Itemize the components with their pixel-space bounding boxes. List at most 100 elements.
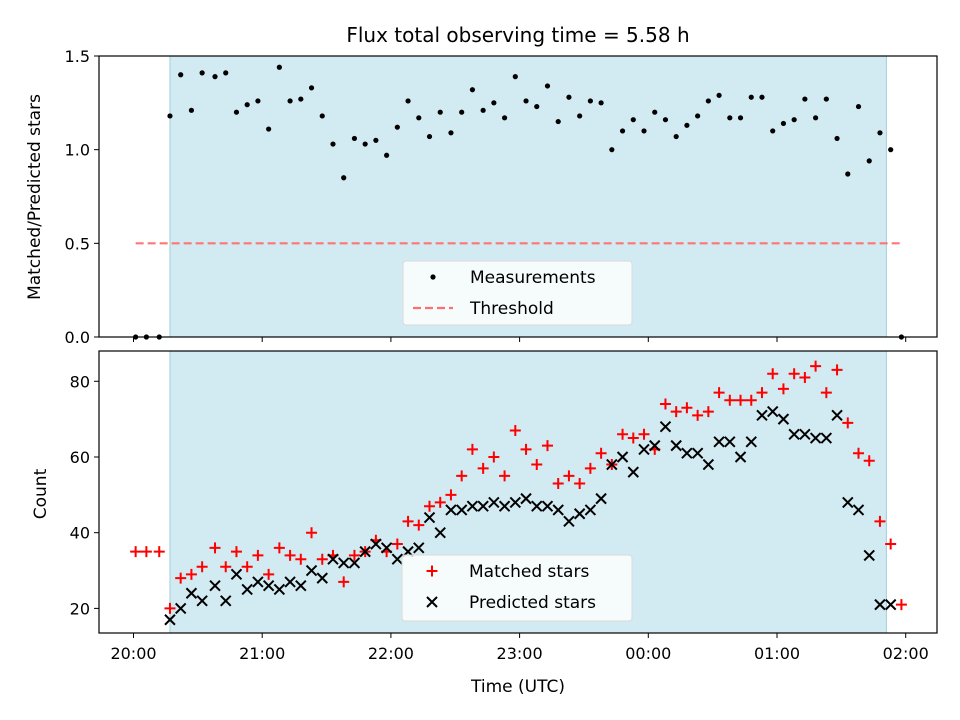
predicted-star-point — [638, 443, 650, 456]
measurement-point — [319, 113, 325, 119]
predicted-star-point — [252, 576, 264, 588]
predicted-star-point — [702, 458, 715, 471]
matched-star-point — [466, 443, 478, 455]
predicted-star-point — [863, 549, 875, 562]
x-tick-label: 22:00 — [368, 644, 414, 663]
predicted-star-point — [681, 447, 693, 459]
y-tick-label: 1.0 — [65, 141, 90, 160]
predicted-star-point — [520, 492, 532, 505]
measurement-point — [544, 83, 551, 89]
measurement-point — [437, 109, 443, 115]
matched-star-point — [735, 394, 747, 406]
predicted-star-point — [273, 583, 286, 596]
predicted-star-point — [220, 595, 232, 607]
matched-star-point — [295, 553, 307, 565]
matched-star-point — [196, 561, 208, 573]
matched-star-point — [584, 462, 596, 474]
matched-star-point — [130, 546, 142, 558]
measurement-point — [834, 135, 840, 142]
measurement-point — [199, 70, 205, 76]
predicted-star-point — [348, 557, 361, 569]
measurement-point — [426, 133, 433, 140]
measurement-point — [716, 92, 722, 98]
matched-star-point — [885, 538, 897, 550]
predicted-star-point — [616, 451, 629, 463]
measurement-point — [845, 171, 851, 177]
matched-star-point — [499, 470, 511, 482]
matched-star-point — [338, 576, 350, 588]
predicted-star-point — [756, 409, 768, 422]
matched-star-point — [456, 470, 468, 482]
matched-star-point — [563, 470, 575, 482]
predicted-star-point — [627, 466, 639, 478]
measurement-point — [362, 141, 368, 147]
legend-box — [401, 554, 633, 622]
matched-star-point — [541, 440, 553, 452]
matched-star-point — [140, 546, 152, 558]
measurement-point — [276, 64, 282, 70]
top-y-axis-label: Matched/Predicted stars — [25, 94, 45, 300]
matched-star-point — [692, 409, 704, 421]
matched-star-point — [185, 568, 197, 580]
measurement-point — [566, 94, 572, 100]
measurement-point — [394, 124, 400, 130]
matched-star-point — [756, 387, 768, 399]
measurement-point — [598, 100, 604, 106]
predicted-star-point — [445, 504, 457, 516]
matched-star-point — [659, 398, 671, 410]
matched-star-point — [724, 394, 736, 406]
legend-label: Predicted stars — [469, 593, 596, 613]
bottom-y-axis-label: Count — [31, 468, 51, 519]
legend-label: Threshold — [469, 299, 554, 319]
predicted-star-point — [423, 511, 436, 524]
matched-star-point — [853, 447, 865, 459]
predicted-star-point — [734, 451, 747, 463]
measurement-point — [501, 115, 508, 121]
predicted-star-point — [455, 504, 468, 516]
x-tick-label: 00:00 — [625, 644, 671, 663]
predicted-star-point — [595, 492, 607, 505]
measurement-point — [587, 98, 593, 104]
matched-star-point — [874, 515, 886, 527]
predicted-star-point — [777, 413, 790, 425]
measurement-point — [469, 87, 476, 93]
matched-star-point — [799, 371, 811, 383]
matched-star-point — [574, 477, 586, 489]
matched-star-point — [348, 549, 360, 561]
measurement-point — [405, 98, 411, 104]
x-tick-label: 01:00 — [754, 644, 800, 663]
predicted-star-point — [874, 598, 886, 611]
measurement-point — [759, 94, 765, 100]
y-tick-label: 1.5 — [65, 47, 90, 66]
predicted-star-point — [606, 458, 618, 471]
matched-star-point — [413, 519, 425, 531]
predicted-star-point — [230, 568, 243, 581]
predicted-star-point — [209, 579, 221, 592]
matched-star-point — [273, 542, 285, 554]
matched-star-point — [424, 500, 436, 512]
predicted-star-point — [724, 436, 736, 448]
measurement-point — [802, 96, 808, 102]
predicted-star-point — [466, 500, 479, 512]
matched-star-point — [777, 383, 789, 395]
y-tick-label: 40 — [70, 524, 90, 543]
predicted-star-point — [541, 500, 554, 512]
matched-star-point — [402, 515, 414, 527]
legend-matched-swatch — [426, 565, 438, 577]
matched-star-point — [810, 360, 822, 372]
matched-star-point — [702, 406, 714, 418]
matched-star-point — [831, 364, 843, 376]
legend-predicted-swatch — [426, 596, 438, 608]
predicted-star-point — [831, 409, 843, 422]
matched-star-point — [175, 572, 187, 584]
measurement-point — [491, 100, 497, 106]
measurement-point — [384, 152, 390, 158]
predicted-star-point — [809, 432, 822, 444]
measurement-point — [287, 98, 293, 104]
predicted-star-point — [745, 436, 757, 448]
matched-star-point — [895, 599, 907, 611]
measurement-point — [255, 98, 261, 104]
predicted-star-point — [241, 583, 253, 596]
predicted-star-point — [284, 576, 296, 588]
predicted-star-point — [788, 428, 800, 440]
